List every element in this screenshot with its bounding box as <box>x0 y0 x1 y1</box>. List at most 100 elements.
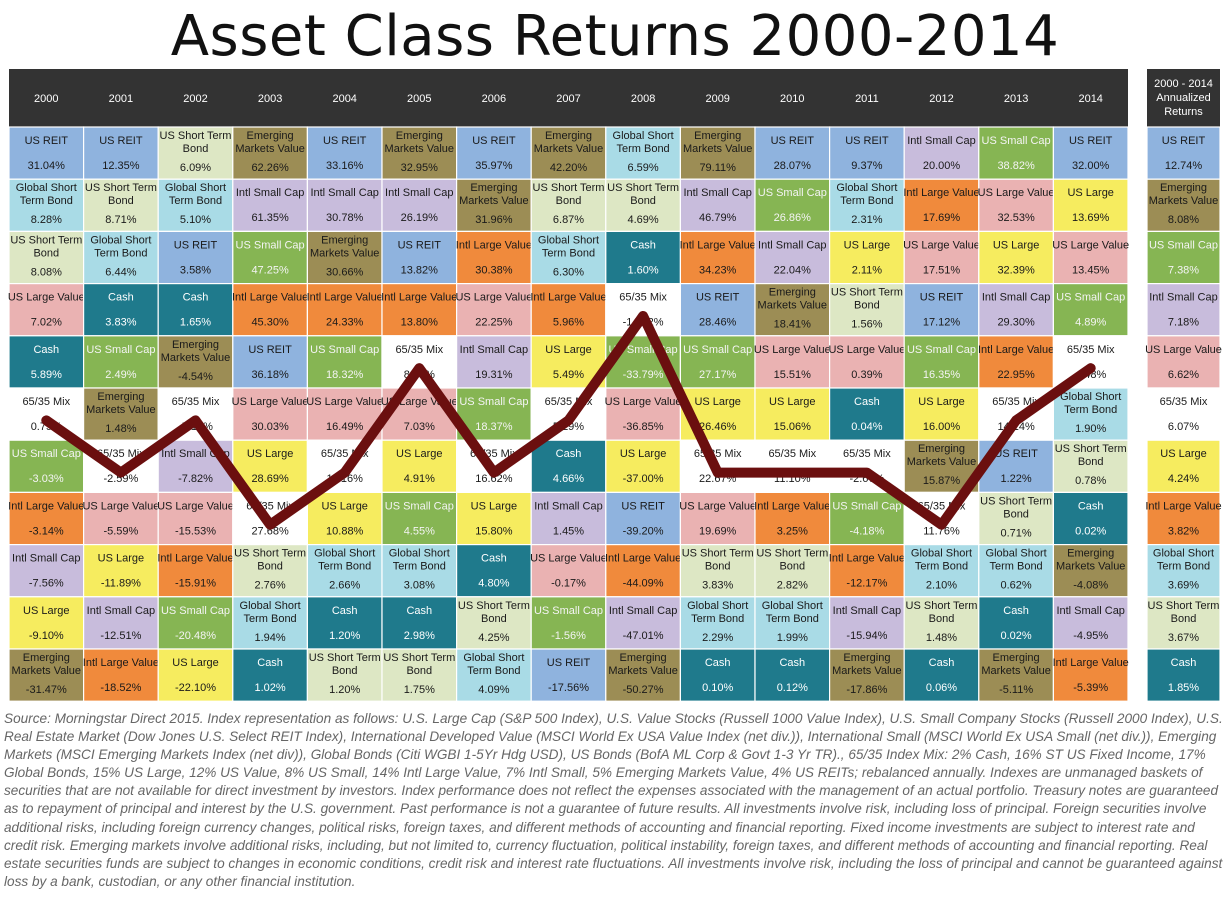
cell-value: 12.35% <box>102 160 140 172</box>
cell-value: 47.25% <box>251 264 289 276</box>
cell-value: 19.69% <box>699 525 737 537</box>
cell-label: US Large <box>172 657 218 669</box>
cell-label: US Large Value <box>82 500 159 512</box>
cell-label: 65/35 Mix <box>172 396 220 408</box>
cell-label: Emerging Markets Value <box>1149 182 1219 207</box>
cell-value: 5.10% <box>180 214 211 226</box>
cell-value: 3.69% <box>1168 580 1199 592</box>
cell-intl-large-value: Intl Large Value 5.96% <box>530 283 607 337</box>
cell-value: 15.06% <box>774 421 812 433</box>
cell-label: US Large <box>545 344 591 356</box>
cell-us-large: US Large -9.10% <box>8 596 85 650</box>
cell-global-short-term-bond: Global Short Term Bond 3.08% <box>381 543 458 598</box>
cell-us-large: US Large 15.80% <box>456 491 532 546</box>
cell-label: US Large Value <box>455 292 532 304</box>
cell-value: 3.83% <box>105 317 136 329</box>
cell-cash: Cash 4.80% <box>456 543 532 598</box>
cell-value: 16.62% <box>475 473 513 485</box>
cell-bg <box>232 543 309 598</box>
cell-cash: Cash 1.20% <box>306 596 383 650</box>
cell-label: Global Short Term Bond <box>911 548 972 573</box>
cell-value: 4.09% <box>478 684 509 696</box>
cell-value: 79.11% <box>699 162 736 174</box>
cell-label: 65/35 Mix <box>992 396 1040 408</box>
cell-label: Intl Large Value <box>829 553 905 565</box>
cell-us-large-value: US Large Value 19.69% <box>679 491 756 546</box>
cell-value: 22.04% <box>774 264 812 276</box>
cell-emerging-markets-value: Emerging Markets Value -17.86% <box>828 648 905 702</box>
cell-value: -17.56% <box>548 682 589 694</box>
cell-bg <box>456 596 532 650</box>
cell-value: 0.39% <box>851 369 882 381</box>
cell-value: 1.48% <box>105 423 136 435</box>
cell-label: US REIT <box>920 292 964 304</box>
cell-value: 61.35% <box>251 212 289 224</box>
cell-label: Cash <box>556 448 582 460</box>
cell-bg <box>605 126 681 180</box>
cell-value: 13.82% <box>401 264 439 276</box>
cell-value: 3.25% <box>777 525 808 537</box>
cell-label: Intl Small Cap <box>12 553 80 565</box>
cell-value: 1.22% <box>1000 473 1031 485</box>
cell-us-large: US Large 2.11% <box>828 230 905 285</box>
cell-label: Intl Small Cap <box>460 344 528 356</box>
cell-intl-small-cap: Intl Small Cap 46.79% <box>679 178 756 232</box>
cell-cash: Cash 0.12% <box>754 648 831 702</box>
cell-bg <box>82 283 159 337</box>
cell-value: 2.76% <box>254 580 285 592</box>
year-header-2012: 2012 <box>929 93 953 105</box>
cell-us-large-value: US Large Value 30.03% <box>232 387 309 441</box>
cell-us-short-term-bond: US Short Term Bond 2.76% <box>232 543 309 598</box>
cell-label: Intl Large Value <box>232 292 308 304</box>
cell-intl-small-cap: Intl Small Cap -4.95% <box>1052 596 1129 650</box>
cell-bg <box>82 387 159 441</box>
cell-us-reit: US REIT 12.35% <box>82 126 159 180</box>
cell-value: -44.09% <box>623 578 664 590</box>
year-header-2004: 2004 <box>332 93 356 105</box>
cell-value: -0.17% <box>551 578 586 590</box>
cell-bg <box>679 648 756 702</box>
cell-bg <box>1052 230 1129 285</box>
cell-us-short-term-bond: US Short Term Bond 1.75% <box>381 648 458 702</box>
cell-label: Intl Small Cap <box>758 239 826 251</box>
cell-bg <box>306 648 383 702</box>
cell-label: US REIT <box>398 239 442 251</box>
cell-bg <box>1052 491 1129 546</box>
cell-bg <box>1146 178 1221 232</box>
cell-label: 65/35 Mix <box>768 448 816 460</box>
cell-label: Cash <box>705 657 731 669</box>
cell-value: 0.62% <box>1000 580 1031 592</box>
cell-us-small-cap: US Small Cap 38.82% <box>978 126 1054 180</box>
cell-label: US Large Value <box>1145 344 1222 356</box>
cell-us-large: US Large 15.06% <box>754 387 831 441</box>
cell-label: Intl Small Cap <box>907 135 975 147</box>
cell-bg <box>530 491 607 546</box>
cell-us-small-cap: US Small Cap -1.56% <box>530 596 607 650</box>
cell-global-short-term-bond: Global Short Term Bond 1.94% <box>232 596 309 650</box>
column-separator <box>1128 69 1147 702</box>
cell-label: Intl Small Cap <box>683 187 751 199</box>
cell-label: Global Short Term Bond <box>1060 391 1121 416</box>
cell-us-small-cap: US Small Cap 47.25% <box>232 230 309 285</box>
cell-value: 3.82% <box>1168 525 1199 537</box>
cell-label: US Short Term Bond <box>10 234 82 259</box>
cell-value: -7.56% <box>29 578 64 590</box>
cell-bg <box>1146 648 1221 702</box>
cell-value: 15.87% <box>923 475 961 487</box>
cell-bg <box>306 491 383 546</box>
cell-us-small-cap: US Small Cap 18.32% <box>306 335 383 389</box>
cell-label: US Small Cap <box>907 344 976 356</box>
cell-value: 34.23% <box>699 264 737 276</box>
cell-label: US Large <box>396 448 442 460</box>
cell-us-short-term-bond: US Short Term Bond 3.67% <box>1146 596 1221 650</box>
cell-emerging-markets-value: Emerging Markets Value 18.41% <box>754 283 831 337</box>
cell-bg <box>679 543 756 598</box>
cell-value: 1.20% <box>329 630 360 642</box>
cell-intl-small-cap: Intl Small Cap 61.35% <box>232 178 309 232</box>
cell-us-short-term-bond: US Short Term Bond 3.83% <box>679 543 756 598</box>
cell-bg <box>157 648 234 702</box>
cell-value: 1.90% <box>1075 423 1106 435</box>
cell-label: Cash <box>257 657 283 669</box>
